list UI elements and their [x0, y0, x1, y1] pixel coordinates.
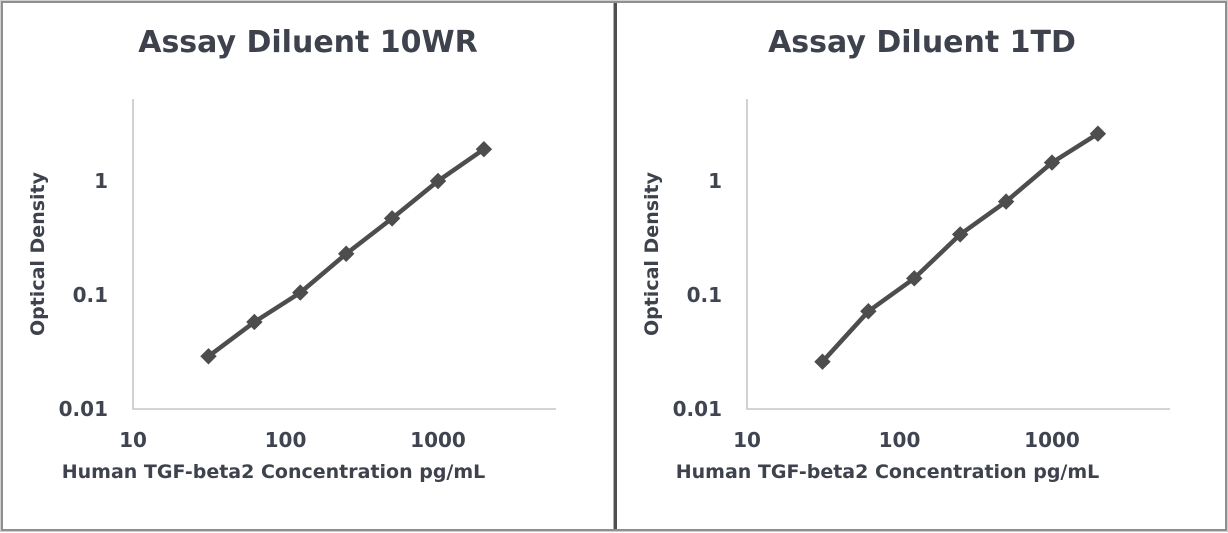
data-point-marker — [200, 348, 217, 365]
y-tick-label: 1 — [94, 169, 108, 193]
x-axis-title-right: Human TGF-beta2 Concentration pg/mL — [675, 461, 1100, 483]
data-point-marker — [246, 313, 263, 331]
y-tick-label: 0.01 — [673, 397, 722, 421]
data-point-marker — [951, 226, 969, 243]
x-tick-label: 1000 — [410, 428, 466, 452]
data-point-marker — [383, 210, 401, 227]
data-point-marker — [1043, 154, 1061, 171]
panel-divider — [613, 3, 617, 529]
data-point-marker — [429, 172, 447, 190]
data-point-marker — [997, 193, 1015, 210]
chart-title-left: Assay Diluent 10WR — [138, 25, 478, 60]
data-point-marker — [814, 353, 831, 370]
data-point-marker — [1089, 125, 1107, 142]
series-line — [820, 131, 1101, 364]
data-point-marker — [860, 303, 877, 320]
y-tick-label: 0.1 — [687, 283, 722, 307]
axis-lines — [746, 99, 1170, 410]
y-axis-title-left: Optical Density — [27, 171, 49, 337]
chart-panel-left: 0.01 0.1 1 10 100 1000 Assay Diluent 10WR Opt… — [1, 1, 615, 533]
data-point-marker — [906, 270, 923, 287]
x-tick-label: 1000 — [1024, 428, 1080, 452]
chart-plot-left: 0.01 0.1 1 10 100 1000 — [59, 99, 556, 452]
data-point-marker — [337, 245, 355, 262]
x-axis-title-left: Human TGF-beta2 Concentration pg/mL — [61, 461, 486, 483]
y-tick-label: 0.1 — [73, 283, 108, 307]
data-point-marker — [292, 284, 309, 301]
axis-lines — [132, 99, 556, 410]
x-tick-label: 100 — [265, 428, 307, 452]
x-tick-label: 100 — [879, 428, 921, 452]
y-axis-title-right: Optical Density — [641, 171, 663, 337]
y-tick-label: 1 — [708, 169, 722, 193]
chart-title-right: Assay Diluent 1TD — [768, 25, 1076, 60]
x-tick-label: 10 — [733, 428, 761, 452]
chart-plot-right: 0.01 0.1 1 10 100 1000 — [673, 99, 1170, 452]
y-tick-label: 0.01 — [59, 397, 108, 421]
data-point-marker — [475, 141, 493, 158]
x-tick-label: 10 — [119, 428, 147, 452]
chart-panel-right: 0.01 0.1 1 10 100 1000 Assay Diluent 1TD Opti… — [615, 1, 1228, 533]
